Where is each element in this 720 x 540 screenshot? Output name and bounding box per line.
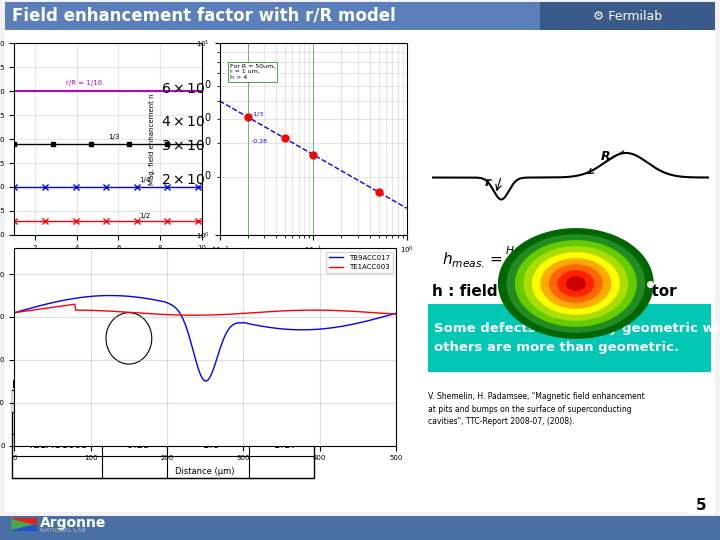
Text: h simulation: h simulation xyxy=(176,396,240,406)
Polygon shape xyxy=(558,271,593,296)
Polygon shape xyxy=(12,524,36,530)
Text: h meas.: h meas. xyxy=(261,396,302,406)
TB9ACC017 xyxy=(218,339,227,345)
FancyBboxPatch shape xyxy=(540,2,715,30)
FancyBboxPatch shape xyxy=(5,9,715,512)
TE1ACC003 xyxy=(190,312,199,319)
X-axis label: Radius of the hole R, mm: Radius of the hole R, mm xyxy=(64,256,152,262)
Polygon shape xyxy=(12,518,36,524)
FancyBboxPatch shape xyxy=(688,496,714,514)
Line: TE1ACC003: TE1ACC003 xyxy=(14,304,396,315)
TB9ACC017 xyxy=(192,359,201,366)
Text: Some defects are purely geometric while
others are more than geometric.: Some defects are purely geometric while … xyxy=(434,322,720,354)
TB9ACC017 xyxy=(10,309,19,316)
Text: -1/3: -1/3 xyxy=(252,111,264,117)
Polygon shape xyxy=(507,235,644,332)
X-axis label: r/R: r/R xyxy=(308,261,318,267)
Text: 1/2: 1/2 xyxy=(139,213,150,219)
Text: For R = 50um,
r = 1 um,
h > 4: For R = 50um, r = 1 um, h > 4 xyxy=(230,64,276,80)
TB9ACC017 xyxy=(194,367,203,373)
FancyBboxPatch shape xyxy=(5,2,715,30)
FancyBboxPatch shape xyxy=(12,390,314,412)
Polygon shape xyxy=(533,253,619,314)
Text: ≈0.14: ≈0.14 xyxy=(119,418,150,428)
TE1ACC003 xyxy=(10,309,19,316)
Text: 1/4: 1/4 xyxy=(139,177,150,183)
Polygon shape xyxy=(567,277,585,290)
Text: Argonne: Argonne xyxy=(40,516,107,530)
TB9ACC017 xyxy=(325,325,333,332)
Text: r/R: r/R xyxy=(127,396,142,406)
TE1ACC003 xyxy=(71,301,79,307)
Text: ≈0.23: ≈0.23 xyxy=(119,440,150,450)
FancyBboxPatch shape xyxy=(12,390,314,478)
Text: Hrf,critical ≈= 180mT, Hp/Eacc=4.26 mT/(MV/m): Hrf,critical ≈= 180mT, Hp/Eacc=4.26 mT/(… xyxy=(12,380,269,390)
Legend: TB9ACC017, TE1ACC003: TB9ACC017, TE1ACC003 xyxy=(326,252,392,273)
Text: 1/3: 1/3 xyxy=(108,134,120,140)
TB9ACC017 xyxy=(106,292,114,299)
Polygon shape xyxy=(549,265,602,302)
Line: TB9ACC017: TB9ACC017 xyxy=(14,295,396,381)
Text: R: R xyxy=(601,150,611,163)
Text: h : field enhancement factor: h : field enhancement factor xyxy=(432,285,677,300)
TE1ACC003 xyxy=(218,312,227,318)
Text: ≈1.17: ≈1.17 xyxy=(266,440,297,450)
Text: 5: 5 xyxy=(696,497,706,512)
TE1ACC003 xyxy=(193,312,202,319)
Polygon shape xyxy=(516,241,636,326)
TB9ACC017 xyxy=(202,378,210,384)
Text: V. Shemelin, H. Padamsee, "Magnetic field enhancement
at pits and bumps on the s: V. Shemelin, H. Padamsee, "Magnetic fiel… xyxy=(428,392,644,426)
TE1ACC003 xyxy=(195,312,204,319)
Text: NATIONAL LAB: NATIONAL LAB xyxy=(40,529,86,534)
FancyBboxPatch shape xyxy=(428,304,711,372)
TB9ACC017 xyxy=(384,312,392,319)
Text: TB9ACC017: TB9ACC017 xyxy=(26,418,88,428)
TE1ACC003 xyxy=(239,310,248,316)
Polygon shape xyxy=(499,229,653,338)
Polygon shape xyxy=(12,518,36,530)
Y-axis label: Mag. field enhancement n: Mag. field enhancement n xyxy=(149,93,156,185)
Text: Field enhancement factor with r/R model: Field enhancement factor with r/R model xyxy=(12,7,396,25)
Polygon shape xyxy=(541,259,611,308)
TE1ACC003 xyxy=(392,311,400,318)
TB9ACC017 xyxy=(239,320,248,326)
Text: r: r xyxy=(485,176,491,190)
Text: ≈3.4: ≈3.4 xyxy=(269,418,294,428)
Text: r/R = 1/16: r/R = 1/16 xyxy=(66,80,103,86)
Text: -0.28: -0.28 xyxy=(252,139,268,144)
FancyBboxPatch shape xyxy=(0,516,720,540)
Text: TE1ACC003: TE1ACC003 xyxy=(27,440,87,450)
Text: ⚙ Fermilab: ⚙ Fermilab xyxy=(593,10,662,23)
Text: $h_{meas.} = \frac{H_{rf,critical}}{F_{acc}} \cdot \frac{H_p}{E_{acc}}$: $h_{meas.} = \frac{H_{rf,critical}}{F_{a… xyxy=(442,245,583,275)
Polygon shape xyxy=(524,247,628,320)
Text: ≈1.8: ≈1.8 xyxy=(195,440,221,450)
TE1ACC003 xyxy=(384,310,392,317)
Text: ≈2.2: ≈2.2 xyxy=(195,418,221,428)
TB9ACC017 xyxy=(392,310,400,316)
X-axis label: Distance (μm): Distance (μm) xyxy=(176,467,235,476)
TE1ACC003 xyxy=(325,307,333,314)
